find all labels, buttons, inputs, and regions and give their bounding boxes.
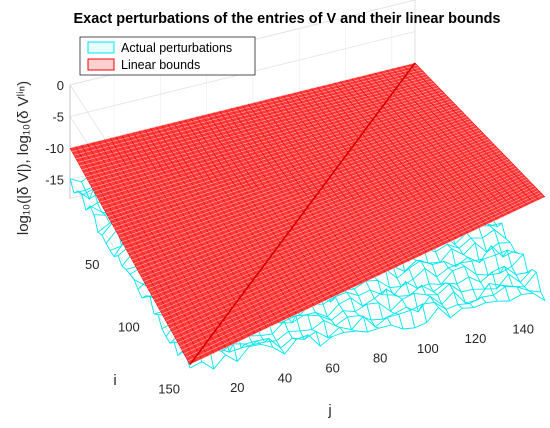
actual-mesh-line: [189, 292, 546, 370]
x-tick-label: 140: [512, 321, 534, 336]
linear-mesh-line: [357, 77, 487, 226]
linear-bounds-fill: [70, 63, 545, 365]
linear-mesh-line: [403, 65, 534, 203]
linear-mesh-line: [374, 72, 504, 217]
linear-mesh-line: [386, 69, 516, 212]
linear-mesh-line: [171, 176, 526, 333]
linear-bounds-surface: [69, 62, 546, 365]
x-tick-label: 60: [325, 361, 339, 376]
z-axis-label: log₁₀(|δ V|), log₁₀(δ Vˡⁱⁿ): [15, 81, 32, 235]
chart-title: Exact perturbations of the entries of V …: [73, 11, 500, 27]
y-tick-label: 50: [85, 257, 99, 272]
z-tick-label: 0: [57, 78, 64, 93]
legend-swatch-actual: [87, 41, 115, 54]
linear-mesh-line: [368, 74, 498, 220]
legend-swatch-linear: [87, 58, 115, 71]
linear-mesh-line: [189, 196, 546, 365]
linear-mesh-line: [175, 181, 530, 340]
linear-mesh-line: [363, 75, 493, 223]
linear-mesh-line: [183, 190, 539, 354]
y-tick-label: 100: [118, 319, 140, 334]
linear-mesh-line: [181, 187, 537, 351]
tick-labels: 20 40 60 80 100 120 140 50 100 150 0 -5 -10 -15: [45, 78, 534, 396]
linear-mesh-line: [177, 183, 533, 344]
x-tick-label: 120: [465, 331, 487, 346]
linear-mesh-line: [179, 185, 535, 347]
x-axis-label: j: [327, 402, 331, 419]
legend-label-linear: Linear bounds: [121, 58, 200, 72]
z-grid-line: [69, 179, 191, 365]
linear-mesh-line: [173, 178, 528, 336]
legend: Actual perturbations Linear bounds: [79, 36, 256, 76]
z-tick-label: -5: [52, 110, 64, 125]
linear-mesh-line: [414, 62, 546, 198]
linear-mesh-line: [397, 67, 528, 206]
legend-label-actual: Actual perturbations: [121, 41, 232, 55]
actual-mesh-line: [185, 286, 541, 357]
y-tick-label: 150: [158, 381, 180, 396]
linear-mesh-line: [409, 64, 540, 201]
ridge-line: [189, 62, 416, 365]
actual-mesh-line: [181, 271, 537, 353]
linear-mesh-line: [187, 194, 543, 362]
z-tick-label: -10: [45, 141, 64, 156]
y-axis-label: i: [113, 372, 116, 389]
linear-mesh-line: [185, 192, 541, 358]
linear-mesh-line: [380, 71, 510, 215]
x-tick-label: 100: [417, 341, 439, 356]
z-tick-label: -15: [45, 173, 64, 188]
x-tick-label: 80: [373, 351, 387, 366]
x-tick-label: 40: [278, 370, 292, 385]
linear-mesh-line: [391, 68, 522, 209]
x-tick-label: 20: [230, 380, 244, 395]
